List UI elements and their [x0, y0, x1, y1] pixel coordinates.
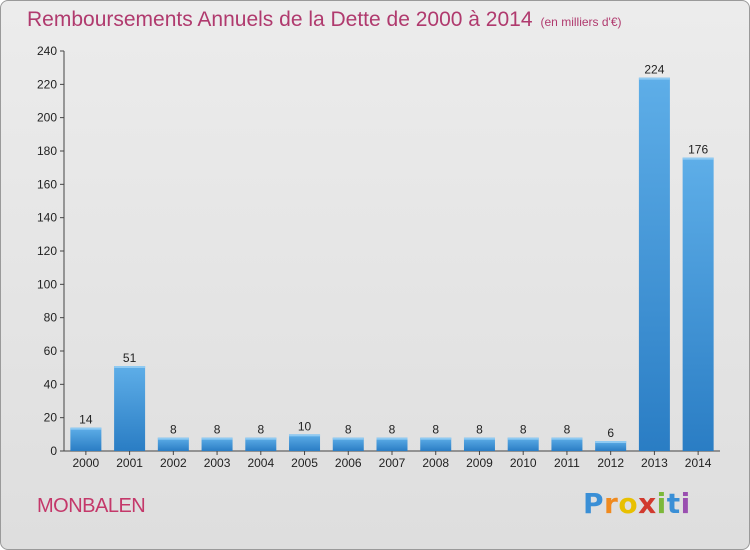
- x-tick-label: 2011: [554, 456, 580, 470]
- proxiti-logo: Proxiti: [583, 487, 691, 520]
- bar-2007: [376, 437, 408, 451]
- data-label: 176: [688, 143, 708, 157]
- bar-highlight: [289, 434, 321, 437]
- bar-highlight: [420, 437, 452, 440]
- logo-letter: i: [656, 487, 667, 520]
- bar-highlight: [332, 437, 364, 440]
- bar-highlight: [70, 427, 102, 430]
- logo-letter: r: [604, 487, 619, 520]
- bar-highlight: [551, 437, 583, 440]
- logo-letter: i: [680, 487, 691, 520]
- bar-2005: [289, 434, 321, 451]
- data-label: 8: [257, 423, 264, 437]
- x-tick-label: 2013: [641, 456, 668, 470]
- bar-highlight: [201, 437, 233, 440]
- x-tick-label: 2002: [160, 456, 187, 470]
- data-label: 8: [345, 423, 352, 437]
- bar-2008: [420, 437, 452, 451]
- data-label: 14: [79, 413, 93, 427]
- bar-2003: [201, 437, 233, 451]
- bar-2001: [114, 366, 146, 451]
- y-tick-label: 200: [37, 111, 57, 125]
- y-tick-label: 40: [44, 377, 58, 391]
- y-tick-label: 180: [37, 144, 57, 158]
- bar-highlight: [245, 437, 277, 440]
- bar-highlight: [638, 77, 670, 80]
- data-label: 8: [432, 423, 439, 437]
- x-tick-label: 2014: [685, 456, 712, 470]
- y-tick-label: 100: [37, 277, 57, 291]
- bar-2010: [507, 437, 539, 451]
- bar-highlight: [463, 437, 495, 440]
- logo-letter: o: [618, 487, 639, 520]
- logo-letter: t: [666, 487, 681, 520]
- data-label: 8: [170, 423, 177, 437]
- data-label: 8: [476, 423, 483, 437]
- y-tick-label: 60: [44, 344, 58, 358]
- bar-highlight: [507, 437, 539, 440]
- bar-highlight: [376, 437, 408, 440]
- x-tick-label: 2001: [116, 456, 143, 470]
- bar-2012: [595, 441, 627, 451]
- x-tick-label: 2012: [597, 456, 624, 470]
- bar-2011: [551, 437, 583, 451]
- x-tick-label: 2010: [510, 456, 537, 470]
- bar-2004: [245, 437, 277, 451]
- bar-2000: [70, 427, 102, 451]
- logo-letter: x: [638, 487, 657, 520]
- data-label: 8: [520, 423, 527, 437]
- bar-2006: [332, 437, 364, 451]
- y-tick-label: 0: [50, 444, 57, 458]
- unit-label: (en milliers d'€): [540, 15, 622, 29]
- data-label: 8: [214, 423, 221, 437]
- logo-letter: P: [583, 487, 605, 520]
- x-tick-label: 2006: [335, 456, 362, 470]
- x-tick-label: 2008: [422, 456, 449, 470]
- y-tick-label: 20: [44, 411, 58, 425]
- chart-title: Remboursements Annuels de la Dette de 20…: [27, 8, 622, 31]
- x-tick-label: 2003: [204, 456, 231, 470]
- x-tick-label: 2004: [247, 456, 274, 470]
- bar-highlight: [114, 366, 146, 368]
- data-label: 8: [389, 423, 396, 437]
- bar-2013: [638, 77, 670, 452]
- data-label: 8: [564, 423, 571, 437]
- bar-2002: [157, 437, 189, 451]
- bar-highlight: [157, 437, 189, 440]
- x-tick-label: 2000: [73, 456, 100, 470]
- y-tick-label: 120: [37, 244, 57, 258]
- data-label: 51: [123, 351, 137, 365]
- y-tick-label: 240: [37, 44, 57, 58]
- y-tick-label: 140: [37, 211, 57, 225]
- bar-highlight: [595, 441, 627, 443]
- x-tick-label: 2005: [291, 456, 318, 470]
- bar-highlight: [682, 157, 714, 160]
- data-label: 224: [644, 63, 664, 77]
- data-label: 6: [607, 426, 614, 440]
- bar-2014: [682, 157, 714, 451]
- x-tick-label: 2007: [379, 456, 406, 470]
- data-label: 10: [298, 419, 312, 433]
- y-tick-label: 80: [44, 311, 58, 325]
- x-tick-label: 2009: [466, 456, 493, 470]
- y-tick-label: 160: [37, 177, 57, 191]
- bar-2009: [463, 437, 495, 451]
- commune-name: MONBALEN: [37, 495, 146, 517]
- y-tick-label: 220: [37, 77, 57, 91]
